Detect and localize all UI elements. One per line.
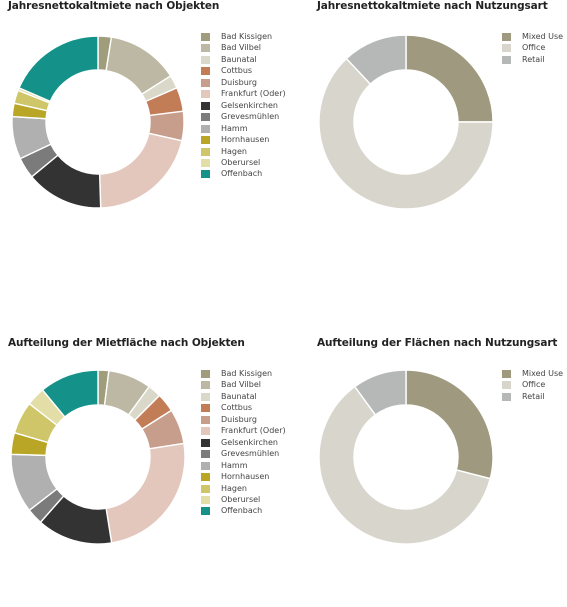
legend-label: Baunatal [221, 54, 257, 64]
chart-title: Aufteilung der Mietfläche nach Objekten [8, 337, 245, 349]
legend-label: Hagen [221, 146, 247, 156]
legend-swatch [201, 473, 210, 482]
legend-swatch [201, 113, 210, 122]
legend-swatch [502, 55, 511, 64]
legend-swatch [201, 450, 210, 459]
slice-office [318, 385, 492, 545]
legend-label: Bad Kissigen [221, 369, 273, 378]
legend-swatch [502, 392, 511, 401]
legend-swatch [201, 44, 210, 53]
legend-swatch [201, 124, 210, 133]
chart-panel-rent-by-object: Jahresnettokaltmiete nach Objekten Bad K… [0, 0, 286, 270]
legend-label: Frankfurt (Oder) [221, 426, 286, 436]
legend-swatch [201, 438, 210, 447]
legend-label: Oberursel [221, 157, 261, 167]
legend-label: Office [522, 380, 546, 390]
legend-swatch [201, 370, 210, 378]
legend-label: Oberursel [221, 494, 261, 504]
legend-swatch [502, 33, 511, 41]
slice-frankfurt-oder [105, 442, 186, 544]
legend-label: Hornhausen [221, 472, 270, 482]
legend-label: Cottbus [221, 66, 253, 76]
legend-swatch [201, 78, 210, 87]
legend-label: Hamm [221, 460, 248, 470]
legend-label: Office [522, 43, 546, 53]
legend-swatch [201, 381, 210, 390]
legend-label: Duisburg [221, 414, 257, 424]
legend-swatch [502, 381, 511, 390]
legend-swatch [201, 90, 210, 99]
slice-offenbach [41, 369, 99, 418]
legend-label: Gelsenkirchen [221, 437, 278, 447]
slice-office [318, 57, 494, 210]
legend-label: Retail [522, 54, 545, 64]
legend-label: Grevesmühlen [221, 449, 280, 459]
legend-swatch [201, 427, 210, 436]
chart-panel-area-by-object: Aufteilung der Mietfläche nach Objekten … [0, 337, 286, 607]
slice-mixed-use [405, 34, 494, 123]
legend-label: Mixed Use [522, 369, 564, 378]
legend-label: Bad Vilbel [221, 43, 261, 53]
legend-label: Retail [522, 391, 545, 401]
legend-swatch [201, 392, 210, 401]
legend-label: Gelsenkirchen [221, 100, 278, 110]
legend-swatch [201, 101, 210, 110]
legend-swatch [201, 136, 210, 145]
legend-label: Offenbach [221, 506, 263, 516]
legend-swatch [201, 495, 210, 504]
legend-label: Grevesmühlen [221, 112, 280, 122]
legend-label: Hagen [221, 483, 247, 493]
legend-label: Frankfurt (Oder) [221, 89, 286, 99]
legend-swatch [201, 404, 210, 413]
legend-label: Offenbach [221, 169, 263, 179]
legend-swatch [201, 55, 210, 64]
legend-label: Baunatal [221, 391, 257, 401]
chart-title: Aufteilung der Flächen nach Nutzungsart [317, 337, 558, 349]
legend-swatch [502, 44, 511, 53]
legend-swatch [201, 33, 210, 41]
slice-retail [353, 369, 407, 416]
legend-swatch [201, 461, 210, 470]
slice-retail [345, 34, 407, 86]
legend-label: Mixed Use [522, 32, 564, 41]
legend-swatch [201, 67, 210, 76]
legend-swatch [201, 507, 210, 516]
legend-swatch [201, 147, 210, 156]
legend-label: Hamm [221, 123, 248, 133]
chart-panel-rent-by-use: Jahresnettokaltmiete nach Nutzungsart Mi… [284, 0, 567, 270]
legend-swatch [201, 170, 210, 179]
slice-offenbach [18, 35, 99, 103]
legend-label: Hornhausen [221, 135, 270, 145]
legend-swatch [201, 158, 210, 167]
legend-swatch [201, 484, 210, 493]
legend-label: Bad Vilbel [221, 380, 261, 390]
legend-swatch [502, 370, 511, 378]
chart-title: Jahresnettokaltmiete nach Nutzungsart [317, 0, 548, 12]
donut-chart [10, 369, 186, 545]
legend-label: Cottbus [221, 403, 253, 413]
chart-title: Jahresnettokaltmiete nach Objekten [8, 0, 220, 12]
donut-chart [318, 369, 494, 545]
donut-chart [11, 35, 185, 209]
legend-label: Duisburg [221, 77, 257, 87]
donut-chart [318, 34, 494, 210]
legend-label: Bad Kissigen [221, 32, 273, 41]
slice-frankfurt-oder [98, 132, 183, 209]
chart-panel-area-by-use: Aufteilung der Flächen nach Nutzungsart … [284, 337, 567, 607]
legend-swatch [201, 415, 210, 424]
slice-mixed-use [405, 369, 494, 480]
